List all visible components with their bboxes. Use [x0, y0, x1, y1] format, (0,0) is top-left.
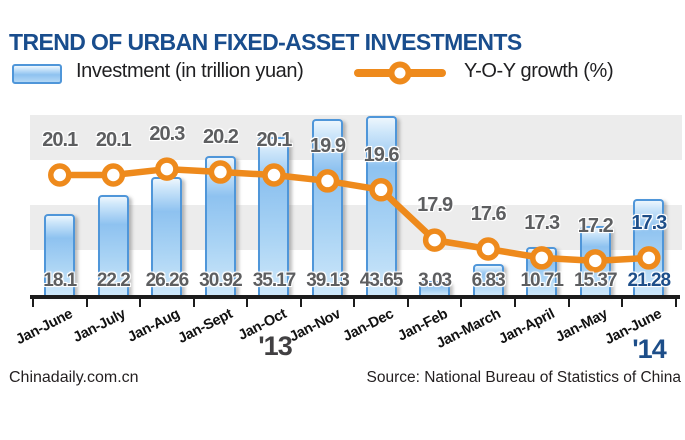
legend: Investment (in trillion yuan) Y-O-Y grow… [0, 58, 685, 88]
growth-value-label: 20.3 [149, 123, 185, 146]
axis-tick [460, 299, 463, 307]
bar-value-label: 30.92 [199, 270, 243, 291]
growth-value-label: 20.1 [256, 129, 293, 151]
bar-value-label: 10.71 [520, 270, 564, 291]
growth-value-label: 19.6 [363, 143, 400, 166]
growth-value-label: 17.6 [470, 203, 507, 225]
x-axis-line [30, 295, 680, 299]
gridline-band [30, 115, 682, 160]
bar-value-label: 26.26 [145, 270, 190, 291]
bar-value-label: 43.65 [359, 270, 404, 291]
growth-line-swatch-icon [352, 60, 448, 91]
axis-tick [621, 299, 624, 307]
axis-tick [85, 299, 88, 307]
growth-value-label: 19.9 [310, 134, 346, 157]
legend-investment-label: Investment (in trillion yuan) [76, 60, 304, 82]
growth-value-label: 17.3 [524, 211, 560, 234]
growth-value-label: 20.1 [42, 129, 78, 151]
bar-value-label: 22.2 [96, 270, 131, 291]
axis-tick [567, 299, 570, 307]
axis-tick [353, 299, 356, 307]
bar-value-label: 18.1 [43, 270, 77, 291]
growth-point-marker [155, 157, 179, 181]
chart-title: TREND OF URBAN FIXED-ASSET INVESTMENTS [9, 29, 522, 55]
bar-value-label: 39.13 [306, 270, 350, 291]
axis-tick [674, 299, 677, 307]
investment-bar-swatch-icon [12, 64, 62, 84]
year-label-14: '14 [632, 334, 666, 364]
bar-value-label: 15.37 [573, 270, 618, 291]
growth-point-marker [48, 163, 72, 187]
legend-growth-label: Y-O-Y growth (%) [464, 60, 614, 82]
axis-tick [32, 299, 34, 307]
growth-value-label: 20.1 [95, 129, 132, 151]
brand-credit: Chinadaily.com.cn [9, 369, 139, 386]
growth-value-label: 17.9 [417, 194, 453, 217]
bar-value-label: 3.03 [418, 270, 452, 291]
investment-bar [419, 281, 451, 295]
bar-value-label: 6.83 [471, 270, 506, 291]
investment-bar [472, 264, 504, 295]
bar-value-label: 35.17 [252, 270, 297, 291]
axis-tick [139, 299, 142, 307]
growth-value-label: 17.2 [577, 214, 614, 237]
bar-value-label: 21.28 [627, 270, 672, 291]
axis-tick [513, 299, 516, 307]
growth-value-label: 20.2 [202, 126, 239, 149]
source-credit: Source: National Bureau of Statistics of… [366, 369, 681, 386]
growth-point-marker [101, 163, 126, 187]
axis-tick [406, 299, 409, 307]
year-label-13: '13 [258, 331, 292, 361]
growth-value-label: 17.3 [631, 211, 667, 234]
axis-tick [246, 299, 249, 307]
axis-tick [299, 299, 302, 307]
axis-tick [192, 299, 195, 307]
